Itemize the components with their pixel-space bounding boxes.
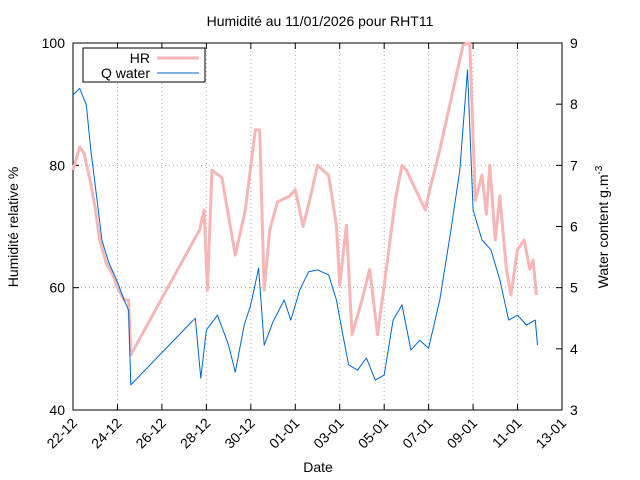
x-tick-label: 26-12 bbox=[132, 415, 169, 452]
series-line bbox=[71, 41, 538, 357]
y-tick-label: 100 bbox=[42, 35, 66, 51]
series-line bbox=[72, 69, 538, 386]
y2-tick-label: 4 bbox=[570, 341, 578, 357]
x-tick-label: 11-01 bbox=[489, 415, 525, 451]
x-tick-label: 30-12 bbox=[221, 415, 258, 452]
y2-axis-label-text: Water content g.m bbox=[595, 175, 611, 289]
y2-axis-label-sup: -3 bbox=[594, 165, 605, 174]
y2-tick-label: 3 bbox=[570, 402, 578, 418]
y-axis-label: Humidité relative % bbox=[5, 167, 21, 288]
y2-tick-label: 7 bbox=[570, 157, 578, 173]
legend-label: Q water bbox=[101, 65, 150, 81]
x-tick-label: 01-01 bbox=[266, 415, 303, 452]
y2-tick-label: 6 bbox=[570, 219, 578, 235]
y2-axis-label: Water content g.m-3 bbox=[594, 165, 611, 288]
y2-tick-label: 9 bbox=[570, 35, 578, 51]
y2-tick-label: 5 bbox=[570, 280, 578, 296]
x-tick-label: 22-12 bbox=[43, 415, 80, 452]
x-tick-label: 28-12 bbox=[177, 415, 214, 452]
x-tick-label: 24-12 bbox=[88, 415, 125, 452]
legend-box bbox=[82, 47, 206, 83]
y-tick-label: 60 bbox=[49, 280, 65, 296]
chart-title: Humidité au 11/01/2026 pour RHT11 bbox=[207, 13, 434, 29]
legend: HRQ water bbox=[82, 47, 206, 83]
plot-frame bbox=[72, 42, 563, 411]
legend-label: HR bbox=[130, 50, 150, 66]
x-tick-label: 09-01 bbox=[444, 415, 481, 452]
x-tick-label: 03-01 bbox=[310, 415, 347, 452]
y2-tick-label: 8 bbox=[570, 96, 578, 112]
y-tick-label: 80 bbox=[49, 157, 65, 173]
x-tick-label: 05-01 bbox=[355, 415, 392, 452]
x-tick-label: 07-01 bbox=[399, 415, 436, 452]
x-tick-label: 13-01 bbox=[532, 415, 569, 452]
y-tick-label: 40 bbox=[49, 402, 65, 418]
x-axis-label: Date bbox=[303, 459, 333, 475]
